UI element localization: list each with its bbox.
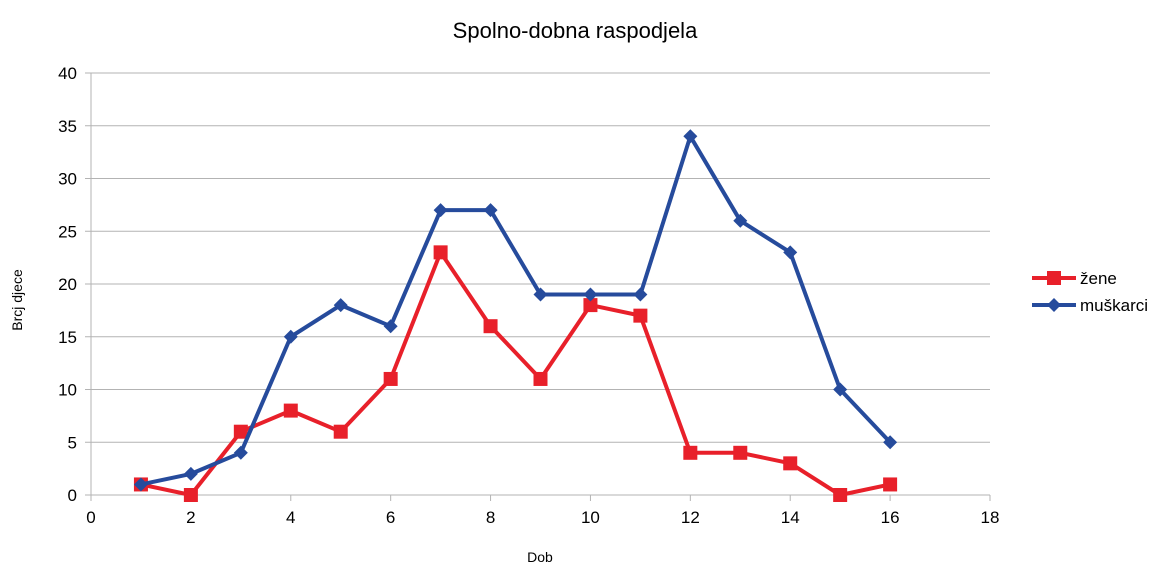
legend-label-zene: žene <box>1080 269 1117 288</box>
data-point-muskarci <box>183 466 198 481</box>
x-tick-label: 16 <box>881 508 900 527</box>
y-tick-label: 15 <box>58 328 77 347</box>
data-point-zene <box>833 488 848 502</box>
data-point-zene <box>583 298 598 313</box>
data-point-muskarci <box>383 319 398 334</box>
data-point-zene <box>333 424 348 439</box>
y-tick-label: 40 <box>58 64 77 83</box>
data-point-zene <box>283 403 298 418</box>
gridlines <box>91 72 990 496</box>
data-point-muskarci <box>283 329 298 344</box>
x-tick-label: 10 <box>581 508 600 527</box>
y-tick-label: 10 <box>58 381 77 400</box>
legend-marker-muskarci <box>1047 298 1061 312</box>
y-tick-label: 0 <box>68 486 77 505</box>
data-point-muskarci <box>233 445 248 460</box>
x-tick-label: 14 <box>781 508 800 527</box>
data-point-muskarci <box>733 213 748 228</box>
axes: 0 5 10 15 20 25 30 35 40 0 2 4 6 8 10 12 14 16 18 <box>58 64 999 527</box>
data-point-muskarci <box>683 129 698 144</box>
y-tick-label: 35 <box>58 117 77 136</box>
data-point-zene <box>533 371 548 386</box>
data-point-zene <box>483 319 498 334</box>
x-tick-label: 18 <box>981 508 1000 527</box>
legend-label-muskarci: muškarci <box>1080 296 1148 315</box>
data-point-zene <box>683 445 698 460</box>
x-tick-label: 0 <box>86 508 95 527</box>
x-tick-label: 8 <box>486 508 495 527</box>
data-point-zene <box>183 488 198 502</box>
series-line-zene <box>140 250 891 497</box>
legend: žene muškarci <box>1032 269 1148 315</box>
data-point-muskarci <box>133 477 148 492</box>
series-line-muskarci <box>140 134 892 487</box>
y-tick-label: 30 <box>58 170 77 189</box>
data-point-zene <box>433 245 448 260</box>
y-tick-label: 5 <box>68 433 77 452</box>
data-point-zene <box>733 445 748 460</box>
data-point-muskarci <box>633 287 648 302</box>
data-point-zene <box>783 456 798 471</box>
legend-marker-zene <box>1047 271 1061 285</box>
y-tick-label: 20 <box>58 275 77 294</box>
y-tick-label: 25 <box>58 222 77 241</box>
data-point-zene <box>883 477 898 492</box>
x-tick-label: 4 <box>286 508 295 527</box>
chart-title: Spolno-dobna raspodjela <box>453 18 698 43</box>
data-point-zene <box>383 371 398 386</box>
data-point-muskarci <box>433 203 448 218</box>
y-axis-label: Brcj djece <box>9 269 25 331</box>
x-axis-label: Dob <box>527 549 553 565</box>
data-point-zene <box>633 308 648 323</box>
data-point-muskarci <box>883 435 898 450</box>
x-tick-label: 12 <box>681 508 700 527</box>
series-layer <box>133 129 898 502</box>
x-tick-label: 6 <box>386 508 395 527</box>
data-point-zene <box>233 424 248 439</box>
data-point-muskarci <box>333 298 348 313</box>
data-point-muskarci <box>833 382 848 397</box>
data-point-muskarci <box>483 203 498 218</box>
data-point-muskarci <box>583 287 598 302</box>
data-point-muskarci <box>783 245 798 260</box>
x-tick-label: 2 <box>186 508 195 527</box>
data-point-muskarci <box>533 287 548 302</box>
